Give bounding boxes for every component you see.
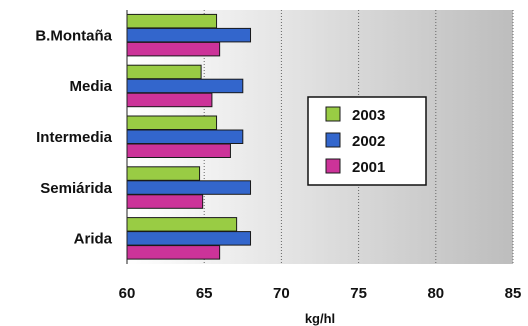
legend-label: 2002 (352, 133, 385, 150)
bar-2001 (126, 41, 221, 57)
x-tick-label: 75 (350, 285, 367, 302)
bar-2001 (126, 245, 221, 260)
bar-2001 (126, 92, 213, 108)
x-tick-label: 80 (427, 285, 444, 302)
bar-2003 (126, 166, 201, 181)
legend-swatch (325, 132, 341, 148)
legend-swatch (325, 106, 341, 122)
bar-series (126, 13, 252, 260)
category-label: Media (69, 78, 112, 95)
category-label: B.Montaña (35, 27, 112, 44)
bar-2002 (126, 231, 252, 246)
bar-2001 (126, 194, 204, 209)
x-axis-title: kg/hl (305, 311, 335, 326)
category-label: Arida (74, 231, 113, 248)
category-label: Intermedia (36, 129, 113, 146)
x-tick-labels: 60 65 70 75 80 85 (119, 285, 522, 302)
category-labels: B.Montaña Media Intermedia Semiárida Arida (35, 27, 112, 247)
legend-swatch (325, 158, 341, 174)
bar-2001 (126, 143, 231, 158)
bar-2002 (126, 180, 252, 195)
x-tick-label: 60 (119, 285, 136, 302)
category-label: Semiárida (40, 180, 112, 197)
bar-2002 (126, 78, 244, 94)
x-tick-label: 70 (273, 285, 290, 302)
x-tick-label: 65 (196, 285, 213, 302)
bar-2003 (126, 115, 218, 130)
bar-2002 (126, 129, 244, 144)
legend: 2003 2002 2001 (307, 96, 427, 186)
bar-2003 (126, 217, 238, 232)
bar-2003 (126, 64, 202, 80)
legend-label: 2003 (352, 107, 385, 124)
bar-2002 (126, 27, 252, 43)
legend-label: 2001 (352, 159, 385, 176)
x-tick-label: 85 (505, 285, 522, 302)
bar-2003 (126, 13, 218, 29)
